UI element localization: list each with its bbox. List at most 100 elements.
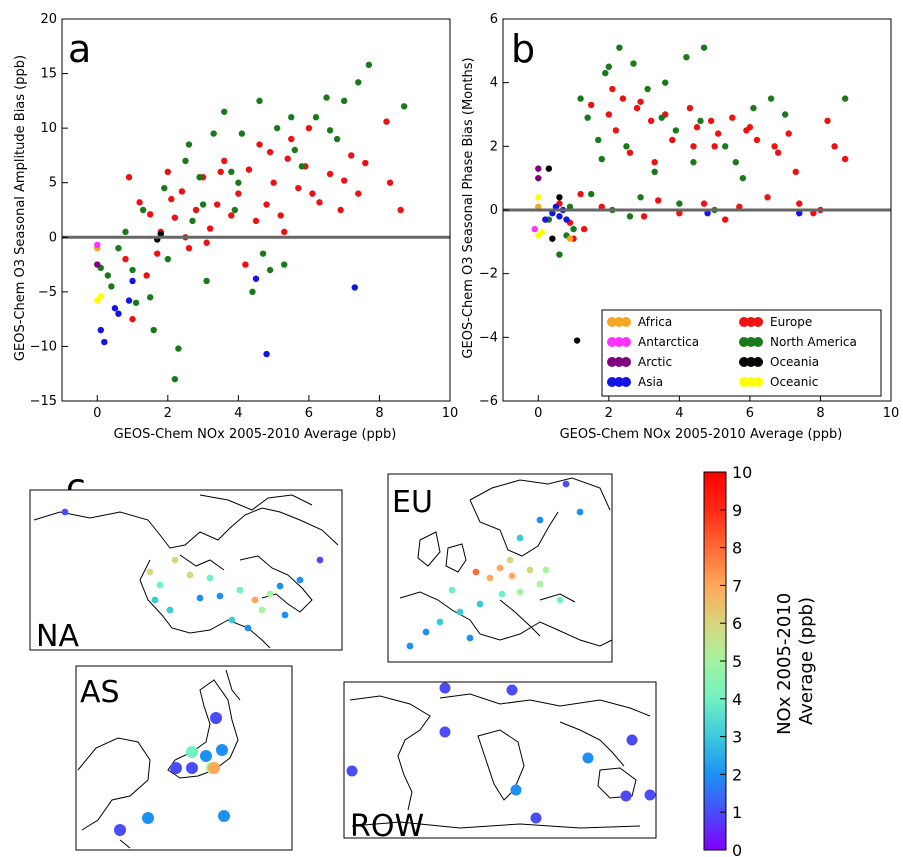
data-point-europe	[305, 124, 313, 132]
y-tick-label: −10	[30, 339, 57, 354]
data-point-north-america	[210, 130, 217, 137]
legend-marker	[621, 337, 631, 347]
legend-marker	[739, 377, 749, 387]
panel-b-ylabel: GEOS-Chem O3 Seasonal Phase Bias (Months…	[461, 57, 476, 358]
data-point-europe	[810, 209, 817, 217]
colorbar-tick-label: 10	[732, 463, 752, 482]
data-point-europe	[281, 228, 288, 236]
panel-b-scatter: 0 2 4 6 8 10 −6 −4 −2 0 2 4 6 b GEOS-Chem NOx 2005-2…	[461, 12, 899, 442]
map-station	[526, 566, 534, 574]
data-point-north-america	[189, 217, 196, 225]
legend-marker	[621, 357, 631, 367]
map-na-label: NA	[36, 619, 79, 654]
map-station	[61, 508, 69, 516]
y-tick-label: 15	[40, 67, 57, 82]
data-point-europe	[284, 155, 291, 162]
data-point-europe	[605, 111, 613, 118]
data-point-europe	[633, 104, 641, 112]
legend-marker	[614, 337, 624, 347]
data-point-north-america	[841, 95, 849, 102]
data-point-asia	[129, 277, 136, 285]
data-point-europe	[221, 157, 228, 165]
data-point-europe	[397, 206, 404, 214]
data-point-north-america	[139, 206, 147, 214]
data-point-north-america	[238, 130, 246, 137]
data-point-asia	[115, 310, 122, 317]
data-point-europe	[640, 213, 648, 220]
colorbar-label: NOx 2005-2010 Average (ppb)	[774, 587, 817, 735]
data-point-north-america	[132, 299, 140, 306]
data-point-north-america	[595, 136, 602, 144]
data-point-europe	[242, 261, 249, 268]
map-eu: EU	[387, 473, 613, 663]
data-point-asia	[549, 209, 556, 217]
legend-marker	[746, 317, 756, 327]
data-point-north-america	[228, 168, 235, 175]
legend-label: Oceania	[770, 355, 819, 369]
y-tick-label: −6	[479, 394, 498, 409]
data-point-europe	[722, 216, 729, 223]
data-point-north-america	[312, 114, 320, 121]
map-station	[251, 596, 259, 604]
data-point-asia	[563, 216, 570, 223]
map-station	[530, 812, 542, 824]
map-station	[542, 566, 550, 574]
map-na-stations	[61, 508, 324, 632]
data-point-europe	[612, 127, 620, 134]
data-point-europe	[647, 117, 655, 125]
data-point-north-america	[566, 203, 574, 211]
legend-marker	[607, 317, 617, 327]
data-point-north-america	[175, 345, 182, 352]
map-station	[218, 810, 230, 822]
data-point-asia	[111, 305, 119, 312]
colorbar-tick-label: 1	[732, 803, 742, 822]
data-point-asia	[704, 209, 711, 217]
map-station	[210, 712, 222, 724]
data-point-europe	[746, 124, 754, 131]
data-point-europe	[252, 217, 260, 225]
data-point-europe	[348, 152, 355, 159]
data-point-north-america	[750, 104, 757, 112]
data-point-north-america	[602, 69, 609, 77]
data-point-asia	[796, 209, 803, 217]
data-point-europe	[245, 166, 253, 173]
panel-a-frame	[61, 18, 451, 402]
data-point-oceania	[157, 230, 164, 238]
data-point-europe	[711, 143, 718, 150]
map-row-frame	[343, 681, 657, 839]
data-point-north-america	[767, 95, 775, 102]
legend-marker	[614, 317, 624, 327]
panel-b-xlabel: GEOS-Chem NOx 2005-2010 Average (ppb)	[560, 427, 843, 442]
map-station	[486, 574, 494, 582]
x-tick-label: 10	[442, 406, 459, 421]
map-as-stations	[114, 712, 230, 836]
data-point-europe	[796, 200, 803, 207]
legend-marker	[753, 377, 763, 387]
data-point-north-america	[129, 266, 136, 274]
data-point-north-america	[150, 326, 157, 334]
map-station	[626, 734, 638, 746]
data-point-north-america	[266, 266, 274, 274]
data-point-europe	[690, 143, 697, 150]
map-station	[266, 590, 274, 598]
data-point-europe	[146, 211, 154, 218]
data-point-north-america	[598, 155, 605, 163]
data-point-north-america	[400, 103, 408, 110]
data-point-europe	[122, 255, 129, 263]
data-point-europe	[235, 190, 242, 197]
map-station	[151, 596, 159, 604]
map-station	[448, 586, 456, 594]
data-point-europe	[753, 136, 761, 144]
data-point-europe	[587, 101, 595, 109]
colorbar-tick-label: 5	[732, 652, 742, 671]
data-point-north-america	[651, 168, 658, 175]
data-point-europe	[192, 206, 200, 214]
data-point-africa	[535, 203, 542, 211]
data-point-europe	[774, 149, 782, 156]
map-station	[244, 624, 252, 632]
data-point-asia	[97, 326, 105, 334]
map-station	[506, 684, 518, 696]
map-station	[200, 750, 212, 762]
colorbar-label-line2: Average (ppb)	[796, 597, 817, 725]
